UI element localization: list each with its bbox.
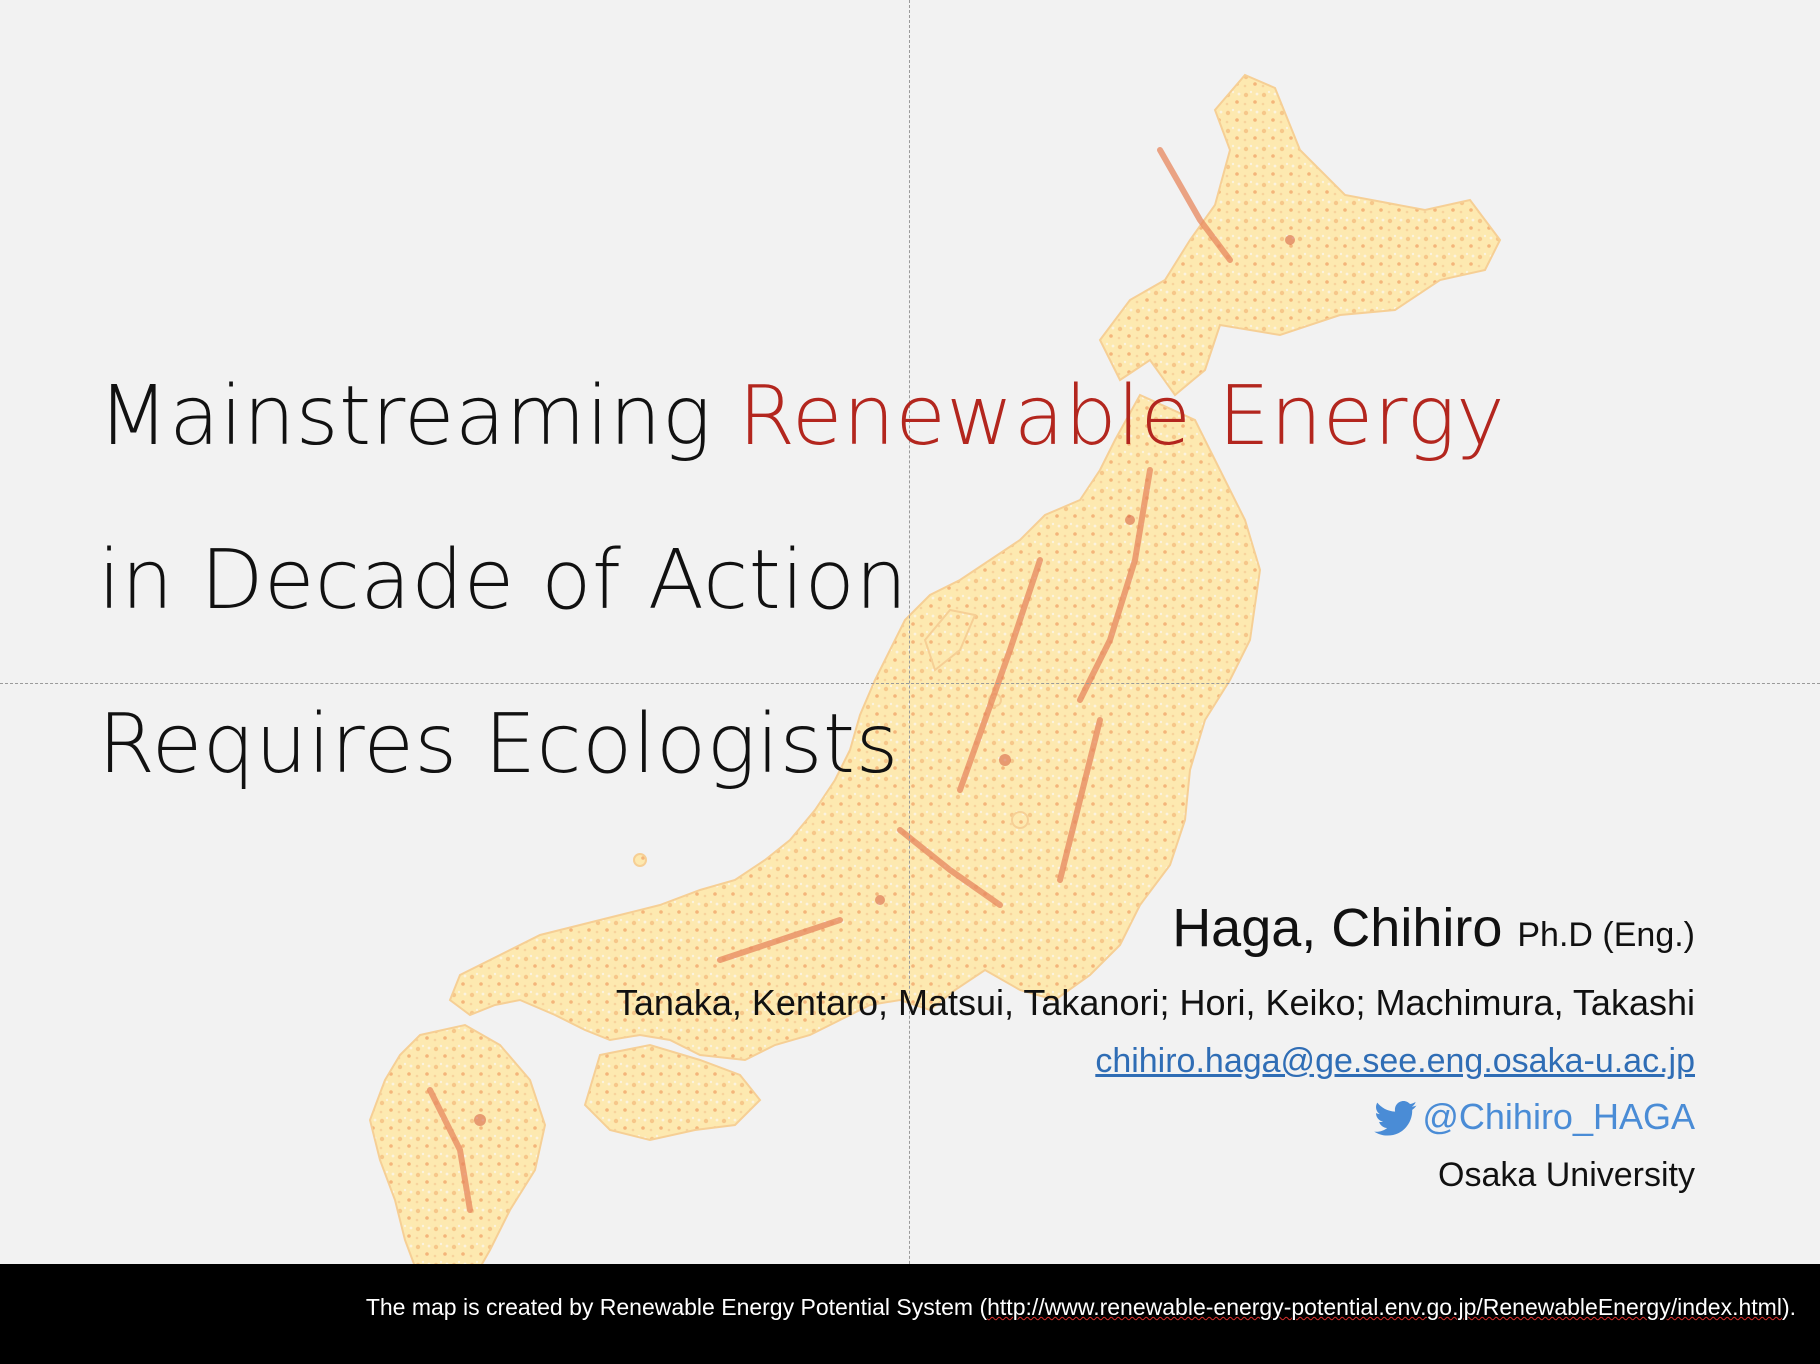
presenter-degree: Ph.D (Eng.)	[1517, 916, 1695, 954]
presenter-name: Haga, Chihiro	[1172, 898, 1503, 958]
title-line-3: Requires Ecologists	[98, 697, 899, 792]
twitter-bird-icon	[1374, 1101, 1418, 1136]
footer-bar: The map is created by Renewable Energy P…	[0, 1264, 1820, 1364]
title-accent-renewable-energy: Renewable Energy	[738, 369, 1506, 464]
presenter: Haga, Chihiro Ph.D (Eng.)	[616, 895, 1695, 968]
twitter-link[interactable]: @Chihiro_HAGA	[616, 1092, 1695, 1142]
credit-prefix: The map is created by Renewable Energy P…	[365, 1294, 988, 1320]
title-line-1: Mainstreaming Renewable Energy	[98, 335, 1505, 499]
horizontal-guide-line	[0, 683, 1820, 684]
credit-url[interactable]: http://www.renewable-energy-potential.en…	[987, 1294, 1782, 1320]
title-line-1-prefix: Mainstreaming	[98, 369, 739, 464]
coauthors: Tanaka, Kentaro; Matsui, Takanori; Hori,…	[615, 982, 1695, 1023]
author-block: Haga, Chihiro Ph.D (Eng.) Tanaka, Kentar…	[616, 895, 1695, 1200]
twitter-handle: @Chihiro_HAGA	[1422, 1096, 1695, 1137]
affiliation: Osaka University	[1438, 1156, 1695, 1194]
map-credit: The map is created by Renewable Energy P…	[366, 1294, 1796, 1321]
title-line-2: in Decade of Action	[98, 533, 908, 628]
email-link[interactable]: chihiro.haga@ge.see.eng.osaka-u.ac.jp	[1095, 1042, 1695, 1080]
slide-title: Mainstreaming Renewable Energy in Decade…	[98, 335, 1505, 827]
vertical-guide-line	[909, 0, 910, 1364]
credit-suffix: ).	[1781, 1294, 1796, 1320]
